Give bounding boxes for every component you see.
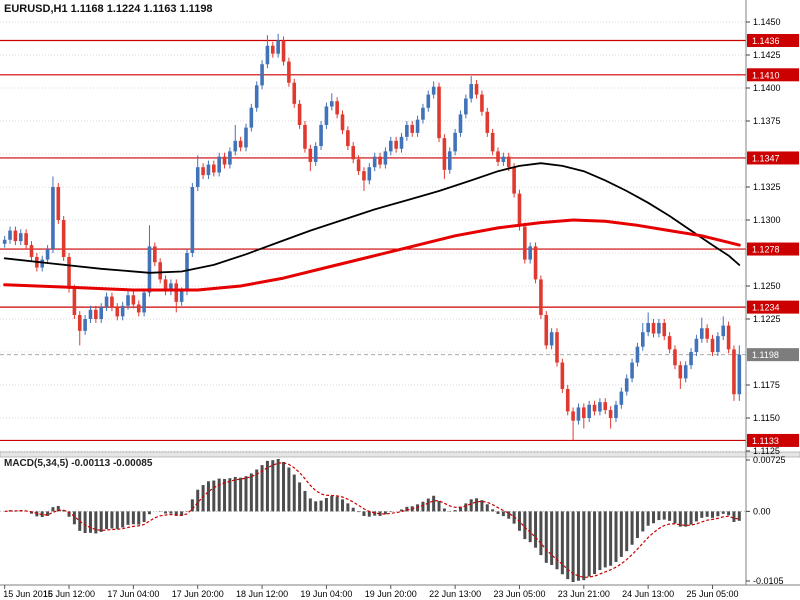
price-scale-strip[interactable] <box>746 0 800 600</box>
svg-text:-0.0105: -0.0105 <box>753 576 784 586</box>
svg-text:1.1436: 1.1436 <box>752 36 780 46</box>
sr-level-lines[interactable] <box>0 39 746 442</box>
svg-text:15 Jun 2015: 15 Jun 2015 <box>3 589 53 599</box>
svg-text:1.1300: 1.1300 <box>753 215 781 225</box>
current-price-badge: 1.1198 <box>747 348 799 362</box>
ma-black-line <box>3 162 741 274</box>
svg-text:1.1325: 1.1325 <box>753 182 781 192</box>
pane-divider[interactable] <box>0 451 800 458</box>
svg-text:1.1400: 1.1400 <box>753 83 781 93</box>
price-level-badge: 1.1436 <box>747 33 799 47</box>
svg-text:1.1175: 1.1175 <box>753 380 780 390</box>
price-level-badge: 1.1278 <box>747 242 799 256</box>
svg-text:18 Jun 12:00: 18 Jun 12:00 <box>236 589 288 599</box>
svg-text:1.1225: 1.1225 <box>753 314 781 324</box>
svg-text:1.1375: 1.1375 <box>753 116 781 126</box>
chart-symbol-title: EURUSD,H1 1.1168 1.1224 1.1163 1.1198 <box>4 3 213 15</box>
svg-text:1.1133: 1.1133 <box>752 436 779 446</box>
svg-text:1.1198: 1.1198 <box>752 350 779 360</box>
svg-text:1.1234: 1.1234 <box>752 303 780 313</box>
price-level-badge: 1.1234 <box>747 300 799 314</box>
svg-text:19 Jun 04:00: 19 Jun 04:00 <box>300 589 352 599</box>
ma-red-line <box>3 218 741 292</box>
price-level-badge: 1.1347 <box>747 151 799 165</box>
svg-text:1.1450: 1.1450 <box>753 17 781 27</box>
svg-text:0.00725: 0.00725 <box>753 455 786 465</box>
grid-layer <box>0 21 746 452</box>
svg-text:1.1250: 1.1250 <box>753 281 781 291</box>
svg-text:17 Jun 04:00: 17 Jun 04:00 <box>107 589 159 599</box>
svg-text:17 Jun 20:00: 17 Jun 20:00 <box>172 589 224 599</box>
svg-text:1.1125: 1.1125 <box>753 446 780 456</box>
macd-signal-line <box>4 462 740 579</box>
svg-text:1.1410: 1.1410 <box>752 70 780 80</box>
svg-text:1.1347: 1.1347 <box>752 153 780 163</box>
svg-text:1.1150: 1.1150 <box>753 413 780 423</box>
svg-text:22 Jun 13:00: 22 Jun 13:00 <box>429 589 481 599</box>
svg-text:1.1425: 1.1425 <box>753 50 781 60</box>
svg-text:24 Jun 13:00: 24 Jun 13:00 <box>622 589 674 599</box>
macd-indicator-label: MACD(5,34,5) -0.00113 -0.00085 <box>4 458 153 469</box>
price-level-badge: 1.1410 <box>747 68 799 82</box>
svg-text:23 Jun 05:00: 23 Jun 05:00 <box>493 589 545 599</box>
svg-text:16 Jun 12:00: 16 Jun 12:00 <box>43 589 95 599</box>
candles-layer <box>2 33 742 441</box>
svg-text:23 Jun 21:00: 23 Jun 21:00 <box>558 589 610 599</box>
price-axis[interactable]: 1.1450 1.1425 1.1400 1.1375 1.1325 1.1300 1.12… <box>746 17 799 456</box>
svg-text:0.00: 0.00 <box>753 506 771 516</box>
svg-text:25 Jun 05:00: 25 Jun 05:00 <box>686 589 738 599</box>
price-level-badge: 1.1133 <box>747 433 799 447</box>
svg-text:1.1278: 1.1278 <box>752 245 780 255</box>
macd-axis[interactable]: 0.00725 0.00 -0.0105 <box>746 455 786 586</box>
svg-text:19 Jun 20:00: 19 Jun 20:00 <box>365 589 417 599</box>
macd-histogram <box>8 459 741 582</box>
